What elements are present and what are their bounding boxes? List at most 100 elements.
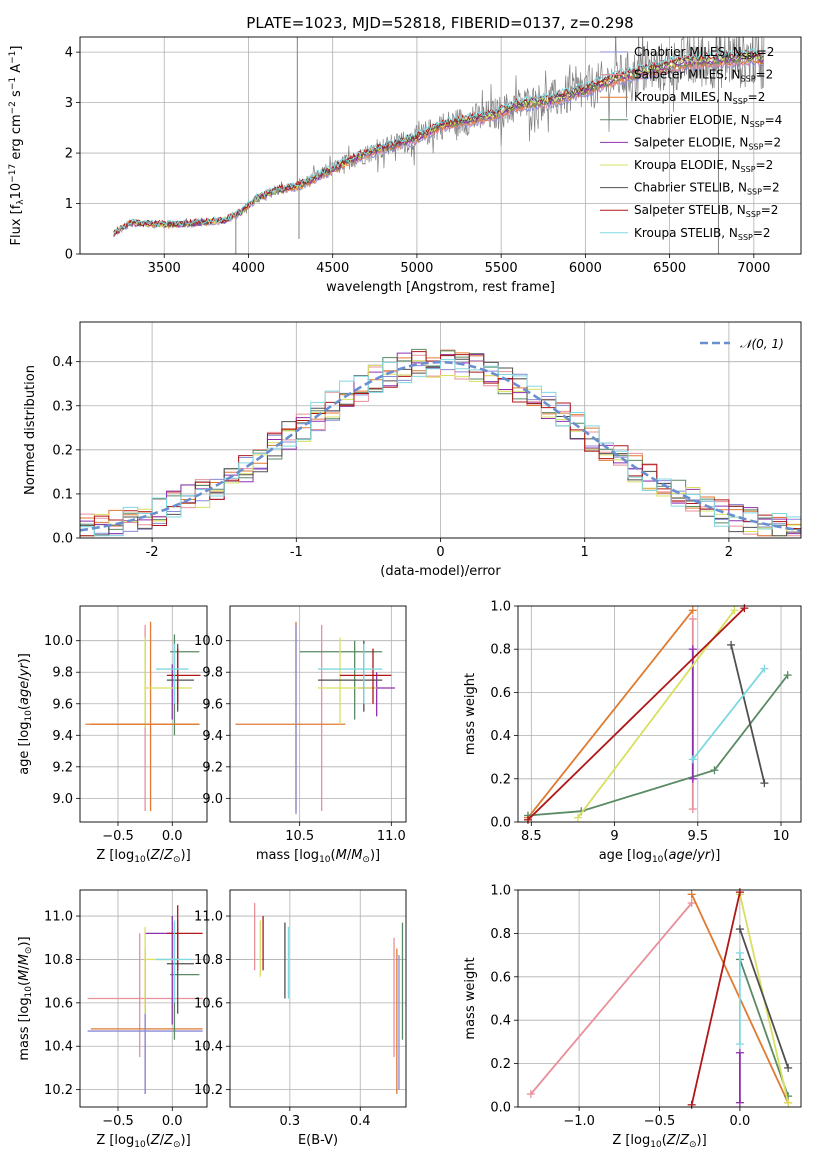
error-bar bbox=[340, 648, 392, 704]
error-bar bbox=[318, 637, 377, 725]
weight-line bbox=[739, 928, 789, 1069]
x-tick-label: 2 bbox=[725, 545, 733, 560]
y-tick-label: 0 bbox=[65, 248, 73, 263]
weight-marker bbox=[735, 1098, 744, 1107]
x-tick-label: 4500 bbox=[316, 261, 349, 276]
y-axis-label: mass [log10(M/M⊙)] bbox=[17, 936, 34, 1060]
weight-marker bbox=[688, 774, 697, 783]
error-bar bbox=[166, 920, 194, 1014]
figure-title: PLATE=1023, MJD=52818, FIBERID=0137, z=0… bbox=[246, 14, 633, 32]
y-tick-label: 10.0 bbox=[194, 634, 223, 649]
y-tick-label: 9.4 bbox=[202, 729, 223, 744]
weight-marker bbox=[727, 640, 736, 649]
weight-line bbox=[530, 902, 693, 1095]
plot-area bbox=[113, 37, 765, 254]
axes-spectrum: 3500 4000 4500 5000 5500 6000 6500 7000 0 1 2 3 4 wav… bbox=[8, 36, 802, 295]
model-line bbox=[113, 47, 764, 234]
axes-frame bbox=[229, 889, 407, 1108]
weight-marker bbox=[688, 755, 697, 764]
x-axis-label: (data-model)/error bbox=[380, 564, 501, 579]
weight-marker bbox=[688, 805, 697, 814]
y-tick-label: 11.0 bbox=[44, 910, 73, 925]
legend: Chabrier MILES, NSSP=2 Salpeter MILES, NS… bbox=[600, 45, 782, 242]
y-tick-label: 0.6 bbox=[490, 686, 511, 701]
y-tick-label: 0.4 bbox=[490, 1014, 511, 1029]
error-bar bbox=[166, 648, 201, 704]
y-tick-label: 9.0 bbox=[202, 792, 223, 807]
y-tick-label: 10.0 bbox=[44, 634, 73, 649]
y-tick-label: 1.0 bbox=[490, 884, 511, 899]
x-tick-label: 5500 bbox=[485, 261, 518, 276]
axes-frame bbox=[79, 605, 208, 823]
weight-marker bbox=[526, 1089, 535, 1098]
y-tick-label: 0.4 bbox=[52, 355, 73, 370]
y-axis-label: mass weight bbox=[463, 957, 478, 1039]
legend-entry: Chabrier STELIB, NSSP=2 bbox=[634, 181, 780, 197]
weight-marker bbox=[760, 664, 769, 673]
grid bbox=[80, 606, 207, 822]
x-tick-label: 10.5 bbox=[285, 829, 314, 844]
legend-entry: Kroupa STELIB, NSSP=2 bbox=[634, 226, 771, 242]
weight-line bbox=[730, 644, 766, 784]
x-tick-label: 5000 bbox=[400, 261, 433, 276]
plot-area bbox=[85, 621, 201, 811]
plot-area bbox=[87, 905, 203, 1094]
weight-marker bbox=[573, 813, 582, 822]
weight-marker bbox=[784, 1098, 793, 1107]
y-tick-label: 2 bbox=[65, 147, 73, 162]
y-tick-label: 0.0 bbox=[490, 1101, 511, 1116]
axes-mass-vs-Z: −0.5 0.0 10.2 10.4 10.6 10.8 11.0 Z [log10(Z/Z⊙… bbox=[17, 889, 208, 1150]
legend-entry: Salpeter MILES, NSSP=2 bbox=[634, 68, 773, 84]
x-axis-label: age [log10(age/yr)] bbox=[599, 848, 721, 865]
x-axis-label: Z [log10(Z/Z⊙)] bbox=[96, 1133, 190, 1150]
y-tick-label: 10.8 bbox=[194, 953, 223, 968]
axes-frame bbox=[517, 889, 802, 1108]
weight-line bbox=[690, 892, 741, 1105]
weight-marker bbox=[760, 779, 769, 788]
x-tick-label: -2 bbox=[146, 545, 159, 560]
weight-line bbox=[692, 668, 766, 760]
x-tick-label: 10 bbox=[773, 829, 790, 844]
weight-marker bbox=[783, 671, 792, 680]
y-tick-label: 0.4 bbox=[490, 729, 511, 744]
y-tick-label: 9.8 bbox=[52, 666, 73, 681]
x-tick-label: −1.0 bbox=[563, 1114, 595, 1129]
weight-marker bbox=[687, 1100, 696, 1109]
weight-line bbox=[739, 959, 789, 1097]
error-bar bbox=[145, 916, 173, 1025]
legend-entry: Salpeter STELIB, NSSP=2 bbox=[634, 203, 778, 219]
weight-marker bbox=[735, 925, 744, 934]
grid bbox=[518, 889, 801, 1108]
weight-line bbox=[527, 609, 694, 819]
axes-mass-vs-ebv: 0.3 0.4 10.2 10.4 10.6 10.8 11.0 E(B-V) bbox=[194, 889, 407, 1148]
y-axis-label: Flux [fλ10−17 erg cm−2 s−1 A−1] bbox=[8, 46, 26, 246]
axes-frame bbox=[517, 605, 802, 823]
error-bar bbox=[90, 948, 203, 1094]
weight-marker bbox=[730, 606, 739, 615]
legend-entry: Salpeter ELODIE, NSSP=2 bbox=[634, 135, 781, 151]
x-tick-label: −0.5 bbox=[102, 1114, 134, 1129]
error-bar bbox=[318, 643, 383, 704]
weight-marker bbox=[735, 1048, 744, 1057]
legend-entry: Kroupa ELODIE, NSSP=2 bbox=[634, 158, 773, 174]
legend-entry: Chabrier MILES, NSSP=2 bbox=[634, 45, 774, 61]
residual-histogram bbox=[80, 351, 801, 537]
y-tick-label: 9.8 bbox=[202, 666, 223, 681]
y-tick-label: 3 bbox=[65, 96, 73, 111]
weight-marker bbox=[688, 645, 697, 654]
y-tick-label: 0.8 bbox=[490, 927, 511, 942]
error-bar bbox=[166, 643, 194, 712]
weight-marker bbox=[784, 1063, 793, 1072]
x-axis-label: Z [log10(Z/Z⊙)] bbox=[612, 1133, 706, 1150]
weight-marker bbox=[735, 948, 744, 957]
weight-marker bbox=[688, 606, 697, 615]
x-tick-label: 6000 bbox=[569, 261, 602, 276]
axes-frame bbox=[229, 605, 407, 823]
x-tick-label: −0.5 bbox=[102, 829, 134, 844]
axes-mass-weight-vs-age: 8.5 9 9.5 10 0.0 0.2 0.4 0.6 0.8 1.0 age [log10(ag… bbox=[463, 600, 802, 865]
y-axis-label: mass weight bbox=[463, 673, 478, 755]
y-tick-label: 10.2 bbox=[194, 1083, 223, 1098]
y-tick-label: 0.1 bbox=[52, 487, 73, 502]
y-tick-label: 0.0 bbox=[490, 816, 511, 831]
